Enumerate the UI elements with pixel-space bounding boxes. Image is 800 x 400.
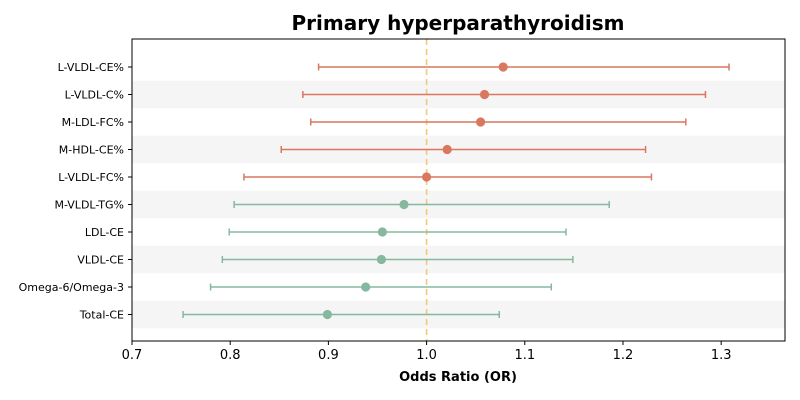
y-tick-label: LDL-CE — [85, 226, 124, 239]
y-tick-label: M-VLDL-TG% — [54, 199, 124, 212]
y-tick-label: M-HDL-CE% — [59, 144, 124, 157]
x-tick-label: 1.0 — [416, 348, 437, 363]
y-tick-label: M-LDL-FC% — [62, 116, 124, 129]
y-tick-label: L-VLDL-CE% — [58, 61, 124, 74]
chart-title: Primary hyperparathyroidism — [292, 11, 625, 35]
x-tick-label: 1.3 — [711, 348, 732, 363]
or-point — [479, 89, 490, 100]
y-tick-label: Total-CE — [79, 309, 124, 322]
y-tick-label: Omega-6/Omega-3 — [19, 281, 124, 294]
or-point — [399, 199, 409, 210]
y-axis: L-VLDL-CE% L-VLDL-C% M-LDL-FC% M-HDL-CE% L-V… — [19, 61, 132, 322]
odds-ratio-points — [322, 62, 508, 320]
confidence-intervals — [182, 63, 730, 318]
or-point — [361, 282, 371, 292]
y-tick-label: L-VLDL-FC% — [58, 171, 124, 184]
or-point — [475, 117, 486, 127]
or-point — [376, 254, 387, 265]
x-tick-label: 1.2 — [613, 348, 634, 363]
y-tick-label: VLDL-CE — [77, 254, 124, 267]
x-tick-label: 0.7 — [122, 348, 143, 363]
x-tick-label: 0.9 — [318, 348, 339, 363]
y-tick-label: L-VLDL-C% — [65, 89, 124, 102]
x-tick-label: 0.8 — [220, 348, 241, 363]
x-tick-label: 1.1 — [514, 348, 535, 363]
x-axis: 0.7 0.8 0.9 1.0 1.1 1.2 1.3 — [122, 341, 732, 363]
or-point — [498, 62, 508, 72]
x-axis-label: Odds Ratio (OR) — [399, 370, 517, 385]
or-point — [377, 227, 387, 237]
or-point — [442, 144, 452, 155]
plot-frame — [131, 38, 786, 342]
or-point — [322, 309, 333, 320]
or-point — [421, 172, 432, 182]
